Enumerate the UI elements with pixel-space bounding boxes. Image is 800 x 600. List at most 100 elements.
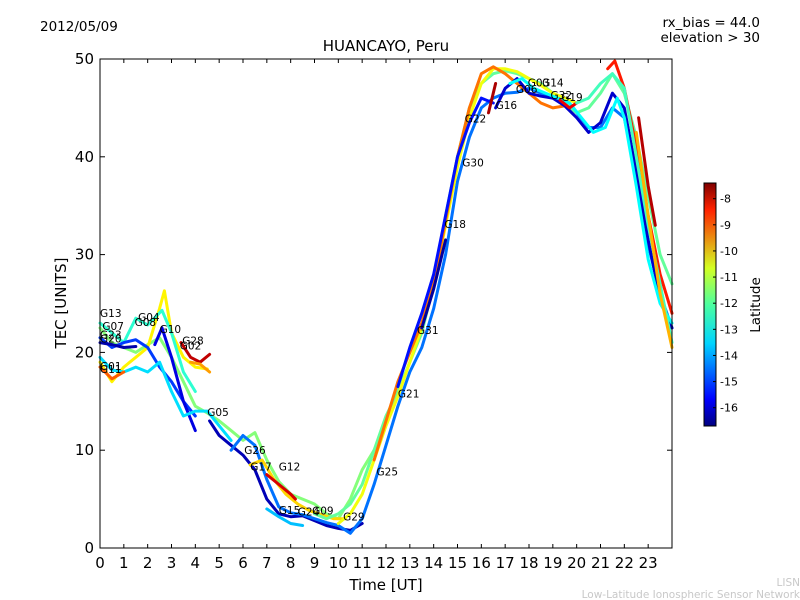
sat-label-g26: G26: [244, 445, 266, 457]
sat-label-g28: G28: [182, 336, 204, 348]
sat-label-g24: G24: [298, 507, 320, 519]
sat-label-g20: G20: [100, 334, 122, 346]
tec-arc-28: [634, 130, 674, 349]
x-tick-label-3: 3: [167, 554, 177, 572]
y-tick-label-20: 20: [75, 343, 94, 361]
tec-arc-10: [189, 360, 212, 374]
credit-lisn: LISN: [777, 577, 800, 589]
x-tick-label-21: 21: [591, 554, 610, 572]
colorbar: [703, 182, 717, 427]
tec-arc-14: [265, 473, 297, 501]
y-ticks: 0 10 20 30 40 50: [75, 50, 672, 557]
sat-label-g01: G01: [100, 361, 122, 373]
x-tick-label-18: 18: [519, 554, 538, 572]
x-tick-label-22: 22: [615, 554, 634, 572]
x-tick-label-15: 15: [448, 554, 467, 572]
cb-tick-label-12: -12: [720, 297, 738, 310]
sat-label-g09: G09: [312, 506, 334, 518]
sat-label-g21: G21: [398, 388, 420, 400]
cb-tick-label-9: -9: [720, 219, 731, 232]
sat-label-g06: G06: [516, 84, 538, 96]
y-tick-label-30: 30: [75, 246, 94, 264]
credit-network: Low-Latitude Ionospheric Sensor Network: [582, 589, 800, 600]
x-tick-label-9: 9: [310, 554, 320, 572]
tec-arc-21: [487, 82, 498, 115]
tec-arc-3: [98, 308, 197, 393]
y-tick-label-0: 0: [84, 539, 94, 557]
tec-arc-16: [313, 69, 674, 521]
sat-label-g13: G13: [100, 308, 122, 320]
sat-label-g31: G31: [417, 325, 439, 337]
x-tick-label-17: 17: [496, 554, 515, 572]
x-tick-label-13: 13: [400, 554, 419, 572]
cb-tick-label-13: -13: [720, 323, 738, 336]
sat-label-g02: G02: [180, 341, 202, 353]
sat-label-g18: G18: [444, 219, 466, 231]
sat-label-g16: G16: [496, 100, 518, 112]
tec-arc-1: [98, 326, 376, 521]
sat-label-g15: G15: [279, 505, 301, 517]
y-axis-label: TEC [UNITS]: [52, 258, 70, 350]
chart-title: HUANCAYO, Peru: [323, 37, 449, 55]
colorbar-label: Latitude: [748, 277, 764, 333]
cb-tick-label-8: -8: [720, 193, 731, 206]
sat-label-g07: G07: [102, 321, 124, 333]
tec-arc-12: [229, 86, 674, 535]
cb-tick-label-10: -10: [720, 245, 738, 258]
sat-label-g11: G11: [100, 364, 122, 376]
sat-label-g32: G32: [551, 90, 573, 102]
x-axis-label: Time [UT]: [348, 576, 422, 594]
tec-arc-6: [153, 326, 197, 433]
sat-label-g14: G14: [542, 77, 564, 89]
elevation-label: elevation > 30: [660, 30, 760, 46]
y-tick-label-40: 40: [75, 148, 94, 166]
tec-arc-8: [98, 365, 126, 381]
sat-label-g19: G19: [561, 92, 583, 104]
colorbar-ticks: -8 -9 -10 -11 -12 -13 -14 -15 -16: [713, 193, 738, 415]
date-label: 2012/05/09: [40, 19, 118, 35]
sat-label-g05: G05: [207, 407, 229, 419]
sat-label-g10: G10: [160, 324, 182, 336]
x-tick-label-16: 16: [472, 554, 491, 572]
sat-label-g23: G23: [100, 330, 122, 342]
x-tick-label-1: 1: [119, 554, 129, 572]
x-tick-label-4: 4: [191, 554, 201, 572]
tec-series: [98, 59, 674, 535]
x-tick-label-0: 0: [95, 554, 105, 572]
sat-label-g30: G30: [462, 158, 484, 170]
tec-arc-9: [179, 341, 212, 364]
tec-arc-22: [494, 77, 674, 330]
sat-label-g17: G17: [250, 462, 272, 474]
x-tick-label-7: 7: [262, 554, 272, 572]
sat-label-g03: G03: [528, 77, 550, 89]
cb-tick-label-11: -11: [720, 271, 738, 284]
x-tick-label-10: 10: [329, 554, 348, 572]
x-ticks: 0 1 2 3 4 5 6 7 8 9 10 11 12 13 14 15 16 17 18 19 20 21 22 23: [95, 59, 658, 572]
x-tick-label-12: 12: [376, 554, 395, 572]
cb-tick-label-15: -15: [720, 376, 738, 389]
y-tick-label-50: 50: [75, 50, 94, 68]
sat-label-g22: G22: [465, 114, 487, 126]
tec-arc-25: [606, 59, 674, 315]
tec-arc-19: [396, 96, 495, 389]
sat-label-g04: G04: [138, 312, 160, 324]
cb-tick-label-16: -16: [720, 402, 738, 415]
y-tick-label-10: 10: [75, 441, 94, 459]
x-tick-label-20: 20: [567, 554, 586, 572]
x-tick-label-5: 5: [214, 554, 224, 572]
x-tick-label-6: 6: [238, 554, 248, 572]
x-tick-label-8: 8: [286, 554, 296, 572]
tec-arc-20: [420, 238, 448, 330]
sat-label-g12: G12: [279, 462, 301, 474]
x-tick-label-19: 19: [543, 554, 562, 572]
sat-label-g08: G08: [135, 317, 157, 329]
sat-label-g29: G29: [343, 512, 365, 524]
x-tick-label-2: 2: [143, 554, 153, 572]
tec-arc-24: [558, 98, 579, 110]
tec-arc-26: [637, 116, 657, 227]
sat-label-g25: G25: [377, 467, 399, 479]
x-tick-label-23: 23: [639, 554, 658, 572]
cb-tick-label-14: -14: [720, 349, 738, 362]
